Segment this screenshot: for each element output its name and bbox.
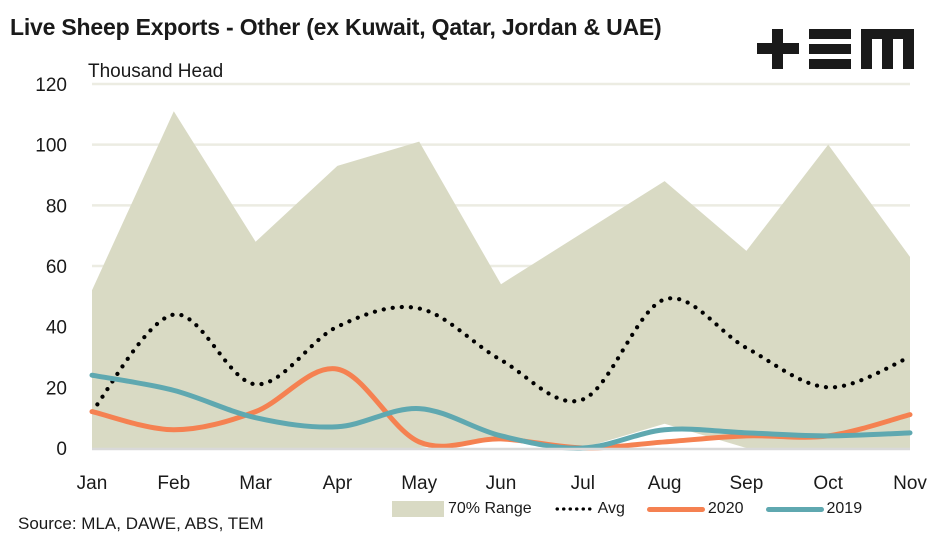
- legend-item-avg: Avg: [553, 500, 625, 518]
- x-tick-label: Jun: [486, 473, 517, 494]
- x-tick-label: Mar: [239, 473, 272, 494]
- legend-item-2020: 2020: [646, 500, 744, 518]
- x-tick-label: May: [401, 473, 437, 494]
- legend-label-avg: Avg: [597, 500, 625, 517]
- legend-label-2020: 2020: [707, 500, 744, 517]
- legend-swatch-2019: [765, 506, 824, 512]
- chart-title: Live Sheep Exports - Other (ex Kuwait, Q…: [10, 14, 662, 40]
- legend-item-2019: 2019: [765, 500, 863, 518]
- y-tick-label: 60: [46, 257, 67, 278]
- legend: 70% Range Avg 2020 2019: [392, 500, 884, 518]
- x-tick-label: Oct: [813, 473, 843, 494]
- series-lines: [89, 296, 913, 451]
- y-tick-label: 40: [46, 318, 67, 339]
- source-note: Source: MLA, DAWE, ABS, TEM: [18, 514, 264, 533]
- legend-item-range: 70% Range: [392, 500, 532, 518]
- legend-swatch-range: [392, 501, 444, 517]
- series-line-2019: [89, 372, 913, 451]
- y-tick-label: 100: [35, 136, 67, 157]
- y-tick-label: 0: [56, 439, 67, 460]
- x-tick-label: Aug: [648, 473, 682, 494]
- range-area: [92, 111, 910, 449]
- legend-label-2019: 2019: [826, 500, 863, 517]
- y-axis: 0 20 40 60 80 100 120: [35, 75, 910, 460]
- y-tick-label: 20: [46, 378, 67, 399]
- y-tick-label: 120: [35, 75, 67, 96]
- legend-swatch-avg: [553, 507, 594, 511]
- series-line-avg: [89, 296, 913, 414]
- tem-logo-icon: [757, 29, 914, 69]
- x-tick-label: Jan: [77, 473, 108, 494]
- y-axis-unit-label: Thousand Head: [88, 61, 223, 82]
- legend-swatch-2020: [646, 506, 705, 512]
- legend-label-range: 70% Range: [448, 500, 532, 517]
- range-area-polygon: [92, 111, 910, 449]
- y-tick-label: 80: [46, 196, 67, 217]
- x-tick-label: Jul: [571, 473, 595, 494]
- x-tick-label: Apr: [323, 473, 353, 494]
- x-axis: Jan Feb Mar Apr May Jun Jul Aug Sep Oct Nov: [77, 473, 928, 494]
- x-tick-label: Feb: [157, 473, 190, 494]
- x-tick-label: Nov: [893, 473, 927, 494]
- x-tick-label: Sep: [729, 473, 763, 494]
